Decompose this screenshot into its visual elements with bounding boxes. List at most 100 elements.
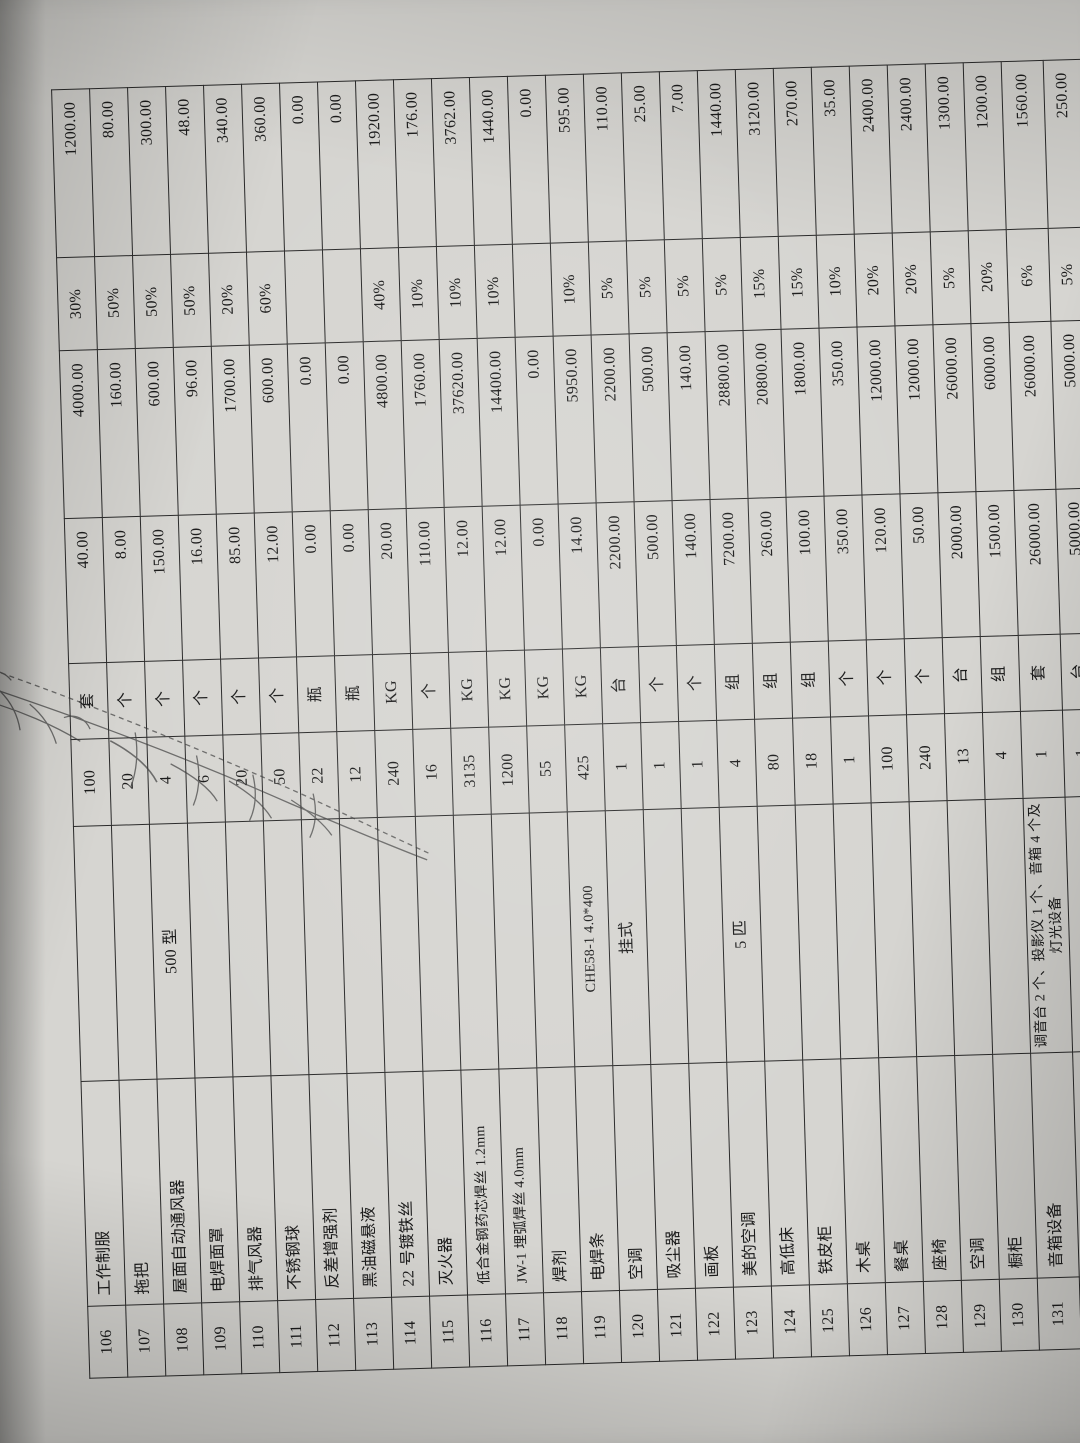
cell-resid: 1920.00 xyxy=(355,79,399,249)
cell-unit: 个 xyxy=(182,659,223,737)
cell-name: 木桌 xyxy=(840,1058,886,1285)
cell-rate: 5% xyxy=(930,230,971,326)
cell-price: 150.00 xyxy=(140,515,183,662)
cell-amount: 500.00 xyxy=(629,333,673,503)
cell-num: 127 xyxy=(885,1281,926,1355)
cell-amount: 37620.00 xyxy=(439,338,483,508)
cell-num: 115 xyxy=(429,1295,470,1369)
cell-amount: 1700.00 xyxy=(211,345,255,515)
cell-amount: 26000.00 xyxy=(932,324,976,494)
cell-qty: 80 xyxy=(754,718,796,806)
cell-name: 吸尘器 xyxy=(650,1063,696,1290)
cell-amount: 160.00 xyxy=(97,348,141,518)
cell-resid: 35.00 xyxy=(811,66,855,236)
cell-name: 黑油磁悬液 xyxy=(346,1072,392,1299)
cell-num: 114 xyxy=(391,1296,432,1370)
cell-amount: 14400.00 xyxy=(477,337,521,507)
cell-qty: 20 xyxy=(222,733,264,822)
cell-resid: 360.00 xyxy=(241,83,285,253)
cell-amount: 26000.00 xyxy=(1008,321,1056,491)
cell-name: 座椅 xyxy=(916,1055,962,1282)
cell-price: 110.00 xyxy=(406,507,449,654)
cell-num: 125 xyxy=(809,1284,850,1357)
cell-num: 130 xyxy=(999,1278,1040,1352)
cell-name: 22 号镀铁丝 xyxy=(384,1071,430,1298)
cell-unit: 个 xyxy=(258,656,299,734)
cell-unit: KG xyxy=(372,653,413,731)
cell-resid: 110.00 xyxy=(583,72,627,243)
cell-rate: 50% xyxy=(170,253,212,348)
cell-rate: 50% xyxy=(94,255,136,350)
cell-amount: 28800.00 xyxy=(705,330,749,500)
cell-qty: 20 xyxy=(108,737,150,826)
cell-price: 260.00 xyxy=(748,497,791,644)
cell-rate: 15% xyxy=(740,236,782,331)
cell-rate: 50% xyxy=(132,254,174,349)
cell-num: 113 xyxy=(353,1297,394,1371)
cell-name: 焊剂 xyxy=(536,1067,582,1294)
cell-qty: 18 xyxy=(792,716,834,805)
cell-amount: 4800.00 xyxy=(363,340,407,511)
cell-price: 0.00 xyxy=(520,504,563,650)
cell-qty: 12 xyxy=(336,730,378,819)
cell-name: 低合金钢药芯焊丝 1.2mm xyxy=(460,1069,506,1296)
inventory-table-container: 106 工作制服 100 套 40.00 4000.00 30% 1200.00 107 拖把 20… xyxy=(51,59,1080,1379)
cell-resid: 80.00 xyxy=(89,87,133,257)
cell-qty: 240 xyxy=(906,713,948,802)
cell-rate xyxy=(512,243,554,338)
cell-price: 26000.00 xyxy=(1013,489,1061,636)
cell-unit: 个 xyxy=(106,661,147,739)
cell-unit: 个 xyxy=(638,645,679,723)
cell-qty: 4 xyxy=(146,736,188,824)
cell-resid: 176.00 xyxy=(393,78,437,248)
cell-name: 工作制服 xyxy=(81,1080,126,1307)
cell-qty: 4 xyxy=(716,719,758,807)
cell-name: JW-1 埋弧焊丝 4.0mm xyxy=(498,1068,544,1295)
cell-unit: 组 xyxy=(790,640,831,719)
cell-num: 122 xyxy=(695,1287,736,1361)
cell-num: 107 xyxy=(125,1304,166,1378)
cell-rate: 10% xyxy=(398,246,440,341)
cell-num: 129 xyxy=(961,1279,1002,1353)
cell-name: 铁皮柜 xyxy=(802,1059,848,1286)
cell-num: 128 xyxy=(923,1280,964,1354)
cell-price: 20.00 xyxy=(368,508,411,655)
cell-name: 橱柜 xyxy=(992,1053,1038,1280)
cell-unit: 个 xyxy=(144,660,185,738)
cell-rate: 6% xyxy=(1006,228,1051,323)
cell-unit: 组 xyxy=(752,642,793,720)
cell-num: 131 xyxy=(1037,1277,1080,1351)
inventory-table: 106 工作制服 100 套 40.00 4000.00 30% 1200.00 107 拖把 20… xyxy=(51,59,1080,1379)
cell-qty: 22 xyxy=(298,731,340,820)
cell-price: 500.00 xyxy=(634,501,677,647)
cell-price: 12.00 xyxy=(444,506,487,653)
cell-name: 餐桌 xyxy=(878,1057,924,1283)
cell-name: 拖把 xyxy=(119,1079,164,1306)
cell-amount: 5950.00 xyxy=(553,335,597,505)
cell-rate: 60% xyxy=(246,251,288,346)
cell-amount: 20800.00 xyxy=(743,329,787,499)
cell-amount: 12000.00 xyxy=(856,326,900,496)
cell-unit: KG xyxy=(524,648,565,726)
cell-qty: 50 xyxy=(260,732,302,821)
cell-amount: 140.00 xyxy=(667,331,711,502)
cell-price: 12.00 xyxy=(254,512,297,658)
cell-name: 不锈钢球 xyxy=(270,1075,316,1301)
cell-name: 画板 xyxy=(688,1062,734,1289)
cell-resid: 2400.00 xyxy=(849,65,893,235)
cell-unit: 个 xyxy=(676,644,717,722)
cell-rate: 10% xyxy=(474,244,516,339)
cell-price: 16.00 xyxy=(178,514,221,661)
cell-rate: 10% xyxy=(816,234,857,329)
cell-rate: 5% xyxy=(588,241,630,336)
cell-amount: 0.00 xyxy=(325,342,369,512)
cell-qty: 100 xyxy=(868,714,910,803)
cell-name: 音箱设备 xyxy=(1030,1052,1080,1279)
cell-name: 排气风器 xyxy=(232,1076,278,1303)
cell-amount: 1760.00 xyxy=(401,339,445,509)
cell-qty: 1 xyxy=(678,720,720,809)
cell-qty: 55 xyxy=(526,724,568,813)
cell-resid: 0.00 xyxy=(279,81,323,252)
cell-num: 123 xyxy=(733,1286,774,1360)
